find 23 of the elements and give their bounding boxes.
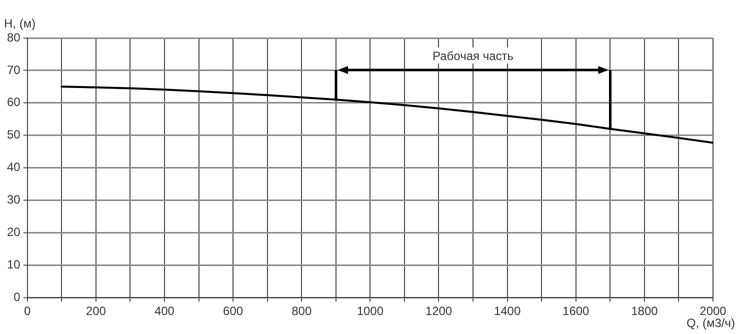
y-tick-label: 60: [6, 95, 21, 110]
annotation: Рабочая часть: [432, 48, 514, 63]
x-tick-label: 400: [154, 304, 175, 318]
y-tick-label: 50: [6, 128, 21, 142]
x-tick-label: 800: [292, 304, 312, 318]
y-tick-label: 80: [6, 30, 21, 44]
x-tick-label: 2000: [700, 304, 727, 318]
x-tick-label: 1400: [494, 304, 521, 318]
x-tick-label: 1600: [562, 304, 590, 318]
y-axis-title: H, (м): [4, 16, 36, 30]
y-tick-label: 10: [6, 257, 21, 272]
x-axis-title: Q, (м3/ч): [686, 316, 735, 330]
y-tick-label: 30: [6, 192, 21, 207]
y-tick-label: 40: [6, 160, 21, 174]
x-tick-label: 1000: [356, 304, 384, 318]
x-tick-label: 200: [86, 304, 106, 318]
x-tick-label: 0: [24, 304, 32, 318]
y-tick-label: 0: [14, 290, 21, 304]
x-tick-label: 600: [223, 304, 244, 318]
x-tick-label: 1800: [631, 304, 658, 318]
x-tick-label: 1200: [425, 304, 452, 318]
y-tick-label: 20: [6, 225, 21, 240]
y-tick-label: 70: [6, 62, 21, 77]
